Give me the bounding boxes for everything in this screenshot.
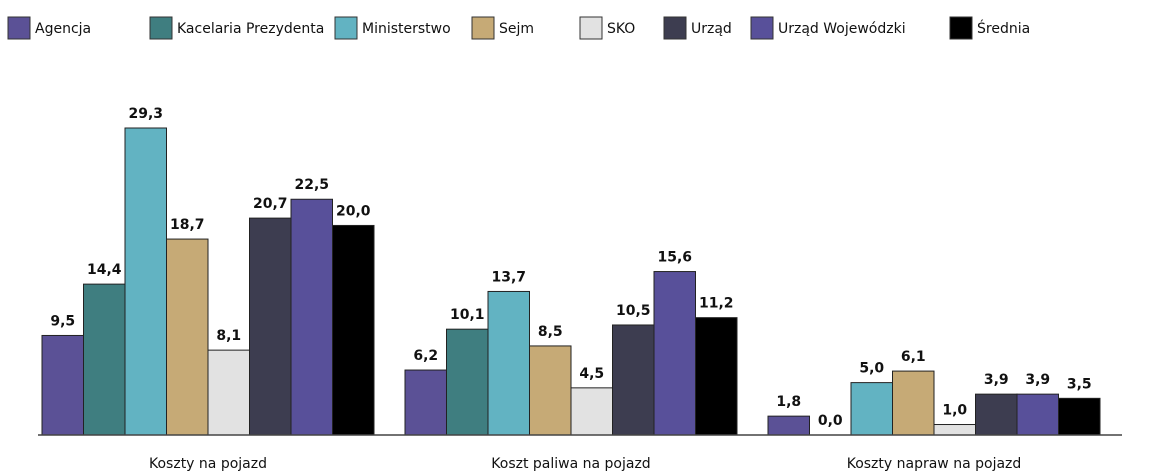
value-label: 6,1 bbox=[901, 349, 926, 365]
value-label: 3,9 bbox=[984, 372, 1009, 388]
legend-label: Urząd Wojewódzki bbox=[778, 21, 906, 37]
x-tick-label: Koszty napraw na pojazd bbox=[847, 456, 1022, 472]
bar bbox=[249, 217, 292, 436]
legend-swatch bbox=[949, 16, 973, 40]
bar bbox=[124, 127, 167, 436]
bar bbox=[767, 415, 810, 436]
bar bbox=[975, 393, 1018, 436]
bar bbox=[695, 317, 738, 436]
value-label: 20,7 bbox=[253, 196, 288, 212]
value-label: 0,0 bbox=[818, 413, 843, 429]
value-label: 3,9 bbox=[1025, 372, 1050, 388]
value-label: 22,5 bbox=[294, 177, 329, 193]
bar bbox=[207, 349, 250, 436]
legend-swatch bbox=[334, 16, 358, 40]
legend-label: Kacelaria Prezydenta bbox=[177, 21, 324, 37]
bar bbox=[653, 271, 696, 436]
legend-swatch bbox=[7, 16, 31, 40]
value-label: 4,5 bbox=[579, 366, 604, 382]
legend-label: Ministerstwo bbox=[362, 21, 451, 37]
value-label: 9,5 bbox=[50, 313, 75, 329]
bar bbox=[570, 387, 613, 436]
bar bbox=[612, 324, 655, 436]
legend-label: Urząd bbox=[691, 21, 732, 37]
value-label: 1,0 bbox=[942, 403, 967, 419]
x-tick-label: Koszty na pojazd bbox=[149, 456, 267, 472]
bar bbox=[83, 283, 126, 436]
bar bbox=[1016, 393, 1059, 436]
value-label: 6,2 bbox=[413, 348, 438, 364]
value-label: 3,5 bbox=[1067, 376, 1092, 392]
value-label: 8,1 bbox=[216, 328, 241, 344]
legend-swatch bbox=[579, 16, 603, 40]
bar bbox=[446, 328, 489, 436]
legend-label: Sejm bbox=[499, 21, 534, 37]
value-label: 20,0 bbox=[336, 203, 371, 219]
value-label: 15,6 bbox=[657, 250, 692, 266]
bar bbox=[41, 334, 84, 436]
bar bbox=[892, 370, 935, 436]
legend-label: Średnia bbox=[977, 19, 1030, 37]
legend-swatch bbox=[663, 16, 687, 40]
bar bbox=[529, 345, 572, 436]
bar bbox=[487, 290, 530, 436]
bar bbox=[404, 369, 447, 436]
value-label: 18,7 bbox=[170, 217, 205, 233]
value-label: 10,1 bbox=[450, 307, 485, 323]
value-label: 10,5 bbox=[616, 303, 651, 319]
value-label: 8,5 bbox=[538, 324, 563, 340]
legend-swatch bbox=[471, 16, 495, 40]
bar bbox=[332, 224, 375, 436]
value-label: 1,8 bbox=[776, 394, 801, 410]
bar bbox=[1058, 397, 1101, 436]
bar bbox=[850, 382, 893, 436]
value-label: 14,4 bbox=[87, 262, 122, 278]
value-label: 13,7 bbox=[491, 269, 526, 285]
x-tick-label: Koszt paliwa na pojazd bbox=[491, 456, 650, 472]
legend-label: Agencja bbox=[35, 21, 91, 37]
legend-swatch bbox=[750, 16, 774, 40]
bar bbox=[290, 198, 333, 436]
legend-label: SKO bbox=[607, 21, 635, 37]
value-label: 5,0 bbox=[859, 361, 884, 377]
value-label: 29,3 bbox=[128, 106, 163, 122]
value-label: 11,2 bbox=[699, 296, 734, 312]
legend-swatch bbox=[149, 16, 173, 40]
bar bbox=[933, 424, 976, 436]
bar bbox=[166, 238, 209, 436]
